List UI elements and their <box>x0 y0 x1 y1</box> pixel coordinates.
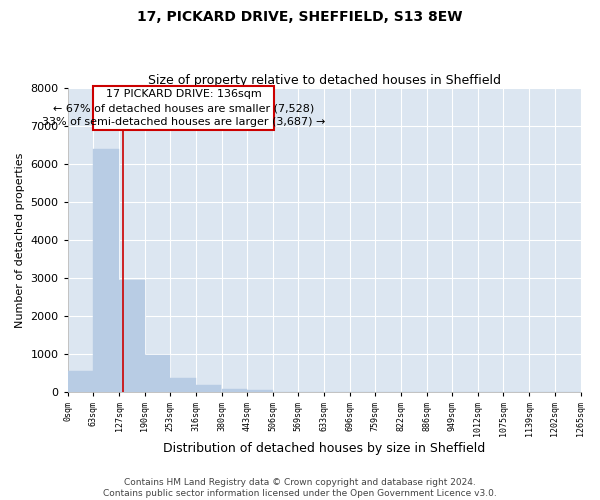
Bar <box>170 378 196 392</box>
Title: Size of property relative to detached houses in Sheffield: Size of property relative to detached ho… <box>148 74 500 87</box>
X-axis label: Distribution of detached houses by size in Sheffield: Distribution of detached houses by size … <box>163 442 485 455</box>
Bar <box>196 386 221 392</box>
Bar <box>222 389 247 392</box>
Text: Contains HM Land Registry data © Crown copyright and database right 2024.
Contai: Contains HM Land Registry data © Crown c… <box>103 478 497 498</box>
Bar <box>68 371 93 392</box>
FancyBboxPatch shape <box>93 86 274 130</box>
Bar <box>94 149 119 392</box>
Bar <box>145 355 170 393</box>
Text: 17, PICKARD DRIVE, SHEFFIELD, S13 8EW: 17, PICKARD DRIVE, SHEFFIELD, S13 8EW <box>137 10 463 24</box>
Bar <box>247 390 272 392</box>
Text: 17 PICKARD DRIVE: 136sqm
← 67% of detached houses are smaller (7,528)
33% of sem: 17 PICKARD DRIVE: 136sqm ← 67% of detach… <box>42 89 326 127</box>
Y-axis label: Number of detached properties: Number of detached properties <box>15 152 25 328</box>
Bar <box>119 280 145 392</box>
